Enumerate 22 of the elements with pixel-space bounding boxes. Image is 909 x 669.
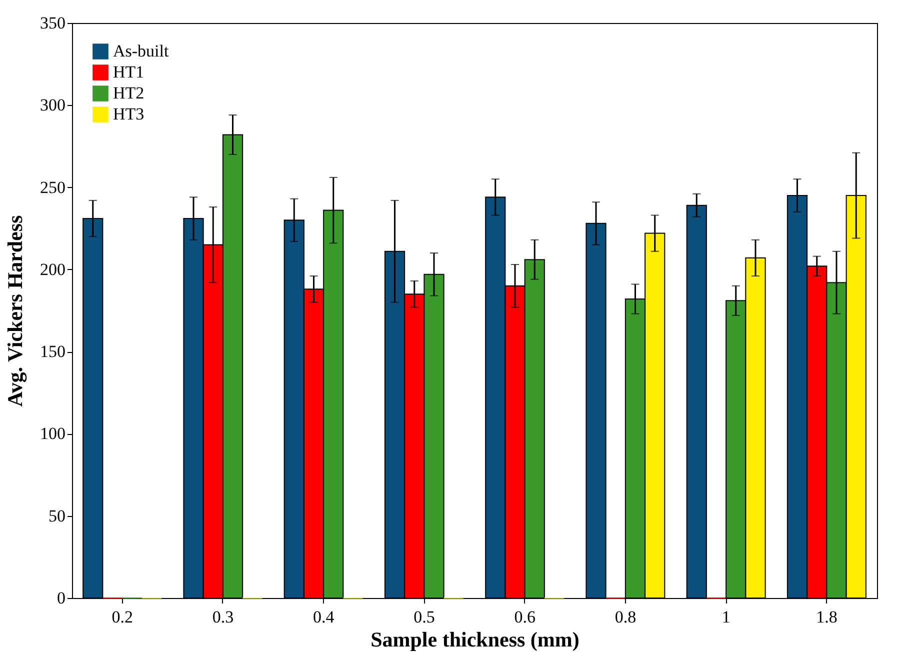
x-tick-label: 1 xyxy=(722,608,730,626)
y-tick-label: 300 xyxy=(40,96,66,115)
y-tick-label: 150 xyxy=(40,342,66,362)
x-tick-label: 0.6 xyxy=(514,608,536,626)
x-tick-label: 0.2 xyxy=(112,608,133,626)
x-tick-label: 0.4 xyxy=(312,608,335,626)
y-tick-label: 200 xyxy=(40,260,66,279)
x-tick-label: 0.3 xyxy=(212,608,234,626)
x-tick-label: 0.8 xyxy=(614,608,636,626)
y-tick-label: 50 xyxy=(48,506,66,526)
legend-label: HT3 xyxy=(113,104,144,124)
legend-label: As-built xyxy=(113,42,169,60)
x-axis-title: Sample thickness (mm) xyxy=(370,628,580,652)
y-tick-label: 100 xyxy=(40,424,66,444)
y-axis-title: Avg. Vickers Hardess xyxy=(3,215,27,407)
y-tick-label: 350 xyxy=(40,14,66,32)
y-tick-label: 0 xyxy=(57,588,66,608)
x-tick-label: 1.8 xyxy=(816,608,838,626)
y-tick-label: 250 xyxy=(40,178,66,197)
legend-label: HT2 xyxy=(113,84,144,102)
x-tick-label: 0.5 xyxy=(414,608,435,626)
legend-label: HT1 xyxy=(113,62,144,82)
